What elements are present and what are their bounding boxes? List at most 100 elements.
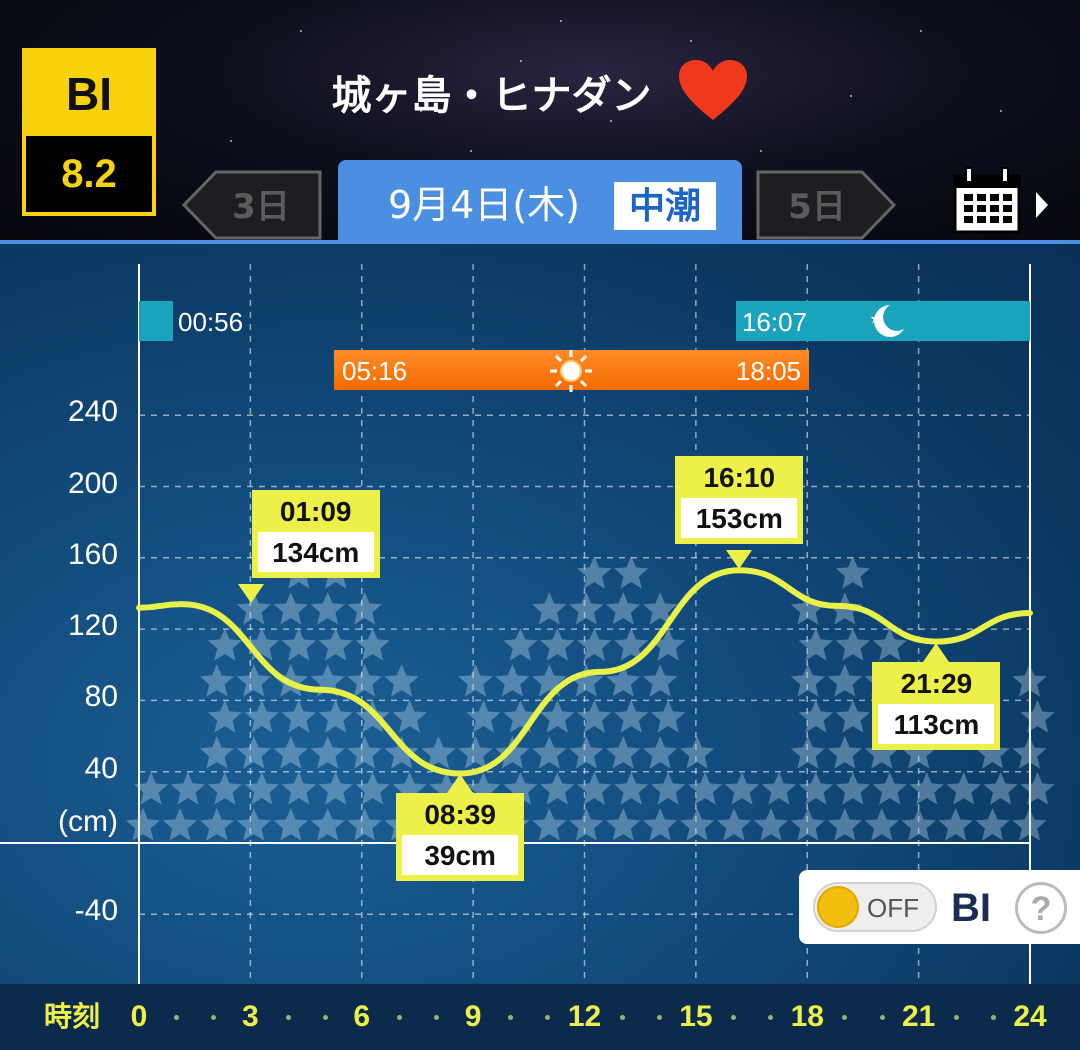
moonrise-bar: 16:07 [736,301,1030,341]
next-day-label: 5日 [788,187,846,227]
bite-star [532,592,567,625]
bite-star [901,736,936,769]
x-tick-label: 6 [353,1000,371,1033]
bite-star [458,664,493,697]
tide-chart-area: 240 200 160 120 80 40 -40 (cm) 00:56 16:07 05:1… [0,244,1080,984]
x-tick-label: 18 [790,1000,824,1033]
toggle-state: OFF [867,893,919,923]
bite-star [790,592,825,625]
bite-star [392,700,427,733]
bite-star [872,772,907,805]
moonrise-time: 16:07 [742,307,808,337]
callout-pointer [447,774,474,794]
bite-star [162,808,198,841]
bite-star [503,628,538,661]
bite-star [199,664,234,697]
bite-star [466,700,501,733]
bi-value: 8.2 [26,136,152,212]
bite-star [975,808,1010,841]
bite-star [273,808,308,841]
bite-star [125,808,161,841]
bite-star [569,808,604,841]
bite-star [614,700,649,733]
hour-dot [545,1015,551,1020]
bite-star [975,736,1010,769]
hour-dot [211,1015,217,1020]
calendar-icon[interactable] [952,166,1022,236]
bite-star [835,628,870,661]
bite-star [532,664,567,697]
moonset-bar [139,301,173,341]
bite-star [355,628,390,661]
bite-star [347,592,382,625]
chevron-right-icon[interactable] [1034,190,1050,224]
bite-star [532,736,567,769]
bite-star [835,700,870,733]
header: BI 8.2 城ヶ島・ヒナダン 3日 9月4日(木) 中潮 5 [0,0,1080,244]
tide-time: 01:09 [279,496,352,528]
header-divider [0,240,1080,244]
bite-star [540,772,575,805]
bite-star [1020,700,1055,733]
y-tick-label: 240 [67,395,118,429]
moonset-time: 00:56 [178,307,244,337]
bite-star [569,592,604,625]
bite-star [532,808,567,841]
bite-star [798,772,833,805]
y-tick-label: 200 [67,466,118,500]
bite-star [199,808,234,841]
bite-star [281,628,316,661]
callout-pointer [923,642,950,662]
x-tick-label: 9 [464,1000,482,1033]
hour-dot [174,1015,180,1020]
bite-star [614,772,649,805]
bite-star [827,664,862,697]
help-icon[interactable]: ? [1015,882,1067,934]
bite-star [651,628,686,661]
x-tick-label: 21 [901,1000,936,1033]
bi-toggle-panel: OFF BI ? [799,870,1080,944]
bite-star [347,808,382,841]
tide-curve-line [136,567,1033,777]
tide-high-callout: 16:10 153cm [675,456,804,570]
tide-type-badge: 中潮 [614,182,716,230]
sunrise-time: 05:16 [342,356,408,386]
bite-star [983,772,1018,805]
bite-star [207,700,242,733]
bite-star [310,592,345,625]
bite-star [244,772,279,805]
bite-star [790,664,825,697]
prev-day-label: 3日 [232,187,290,227]
tide-height: 113cm [878,703,995,744]
bite-star [606,808,641,841]
hour-dot [285,1015,291,1020]
spot-title: 城ヶ島・ヒナダン [0,58,1080,126]
next-day-button[interactable]: 5日 [756,170,896,240]
bite-star [318,700,353,733]
hour-dot [508,1015,514,1020]
tide-time: 16:10 [703,462,776,494]
bite-star [1012,736,1047,769]
bi-score-box: BI 8.2 [22,48,156,216]
tide-time: 21:29 [900,667,973,699]
bite-star [495,736,530,769]
bite-star [827,808,862,841]
bite-star [614,556,649,589]
bi-toggle-label: BI [951,886,991,930]
heart-icon[interactable] [677,58,749,126]
y-tick-label: -40 [74,894,118,928]
daylight-bar: 05:16 18:05 [334,350,809,392]
tide-height: 153cm [681,498,798,539]
bite-star [577,700,612,733]
bite-star [790,808,825,841]
bi-toggle-switch[interactable]: OFF [813,882,937,932]
y-tick-label: 80 [84,680,118,714]
x-tick-label: 24 [1013,1000,1047,1033]
prev-day-button[interactable]: 3日 [182,170,322,240]
tide-chart [0,264,1055,984]
bite-star [133,772,169,805]
bite-star [901,808,936,841]
bite-star [864,808,899,841]
bite-star [688,772,723,805]
